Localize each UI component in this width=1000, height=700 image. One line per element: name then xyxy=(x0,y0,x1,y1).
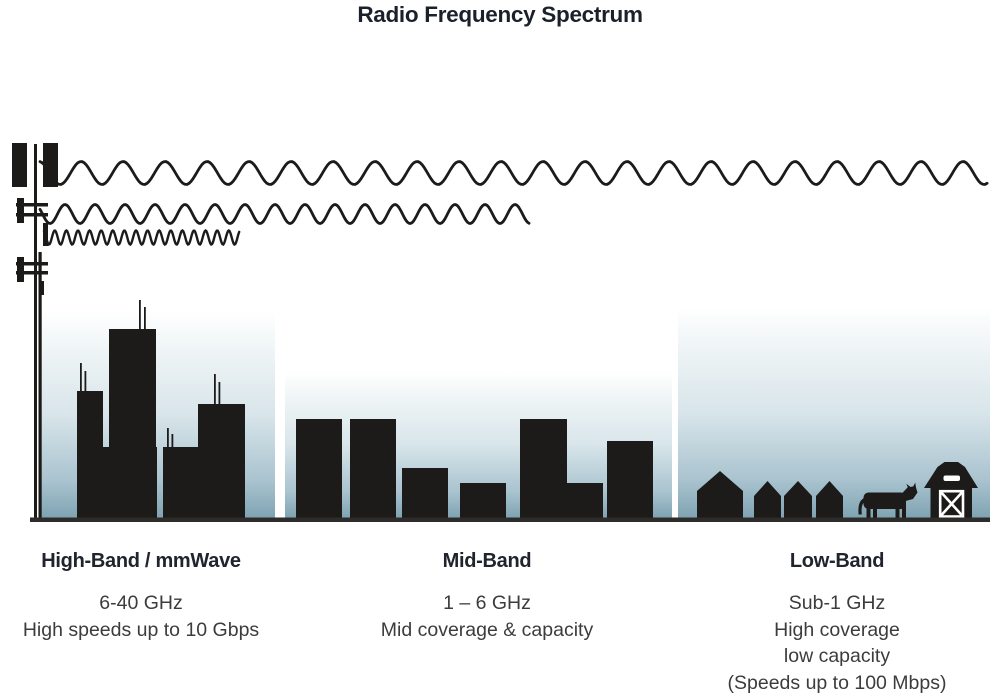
cow-tail xyxy=(858,497,868,515)
skyscraper xyxy=(198,404,245,518)
midrise-building xyxy=(402,468,448,518)
midrise-building xyxy=(567,483,603,518)
section-detail-line: Sub-1 GHz xyxy=(788,592,886,614)
cow-head xyxy=(900,486,918,503)
tower-part xyxy=(16,213,48,217)
tower-part xyxy=(12,143,27,187)
midrise-building xyxy=(607,441,653,518)
house xyxy=(697,471,743,518)
farm-houses xyxy=(697,471,843,518)
barn-icon xyxy=(924,462,978,518)
tower-part xyxy=(17,257,24,282)
high-band-details: 6-40 GHz High speeds up to 10 Gbps xyxy=(23,590,259,643)
tower-part xyxy=(38,252,42,520)
section-detail-line: High speeds up to 10 Gbps xyxy=(22,618,260,641)
low-band-heading: Low-Band xyxy=(789,550,885,572)
long-wavelength-wave xyxy=(38,160,989,186)
mid-band-details: 1 – 6 GHz Mid coverage & capacity xyxy=(381,590,593,643)
rooftop-antenna xyxy=(80,363,82,392)
rooftop-antenna xyxy=(144,307,146,330)
section-detail-line: low capacity xyxy=(783,645,891,668)
skyscraper xyxy=(163,447,198,518)
barn-loft-window xyxy=(943,475,960,481)
rooftop-antenna xyxy=(84,371,87,392)
rooftop-antenna xyxy=(218,382,221,405)
section-detail-line: (Speeds up to 100 Mbps) xyxy=(727,671,947,694)
section-detail-line: High coverage xyxy=(774,618,900,641)
short-wavelength-wave xyxy=(42,229,241,247)
barn-door-crossbuck xyxy=(939,490,964,518)
section-detail-line: 1 – 6 GHz xyxy=(443,592,531,614)
radio-waves xyxy=(38,160,989,247)
tower-part xyxy=(16,262,48,266)
midrise-skyline xyxy=(296,419,653,518)
midrise-building xyxy=(520,419,567,518)
section-detail-line: 6-40 GHz xyxy=(99,592,183,614)
tower-part xyxy=(39,281,44,295)
barn-roof xyxy=(924,462,978,488)
ground xyxy=(30,517,990,522)
house xyxy=(754,481,781,518)
cow-horn xyxy=(906,483,911,489)
diagram-title: Radio Frequency Spectrum xyxy=(357,2,643,27)
tower-part xyxy=(16,203,48,207)
mid-band-heading: Mid-Band xyxy=(442,550,532,572)
midrise-building xyxy=(460,483,506,518)
cell-tower-icon xyxy=(12,143,58,520)
high-band-heading: High-Band / mmWave xyxy=(41,550,241,572)
tower-part xyxy=(43,143,58,187)
cow-leg xyxy=(895,504,900,518)
house xyxy=(784,481,812,518)
midrise-building xyxy=(296,419,342,518)
tower-part xyxy=(17,198,24,223)
midrise-building xyxy=(350,419,396,518)
cow-leg xyxy=(902,504,906,518)
rooftop-antenna xyxy=(139,300,141,330)
rooftop-antenna xyxy=(214,374,216,405)
tower-part xyxy=(16,271,48,275)
cow-leg xyxy=(866,504,871,518)
low-band-details: Sub-1 GHz High coverage low capacity (Speed… xyxy=(728,590,947,696)
tower-part xyxy=(43,223,48,246)
tower-part xyxy=(34,144,37,520)
skyscraper xyxy=(77,447,157,518)
medium-wavelength-wave xyxy=(38,203,531,225)
rooftop-antenna xyxy=(171,434,174,448)
cow-horn xyxy=(912,482,916,488)
section-detail-line: Mid coverage & capacity xyxy=(380,618,594,641)
skyscraper-skyline xyxy=(77,300,245,518)
cow-icon xyxy=(858,482,918,518)
ground-line xyxy=(30,517,990,522)
cow-leg xyxy=(873,504,877,518)
house xyxy=(816,481,843,518)
rooftop-antenna xyxy=(167,428,169,448)
